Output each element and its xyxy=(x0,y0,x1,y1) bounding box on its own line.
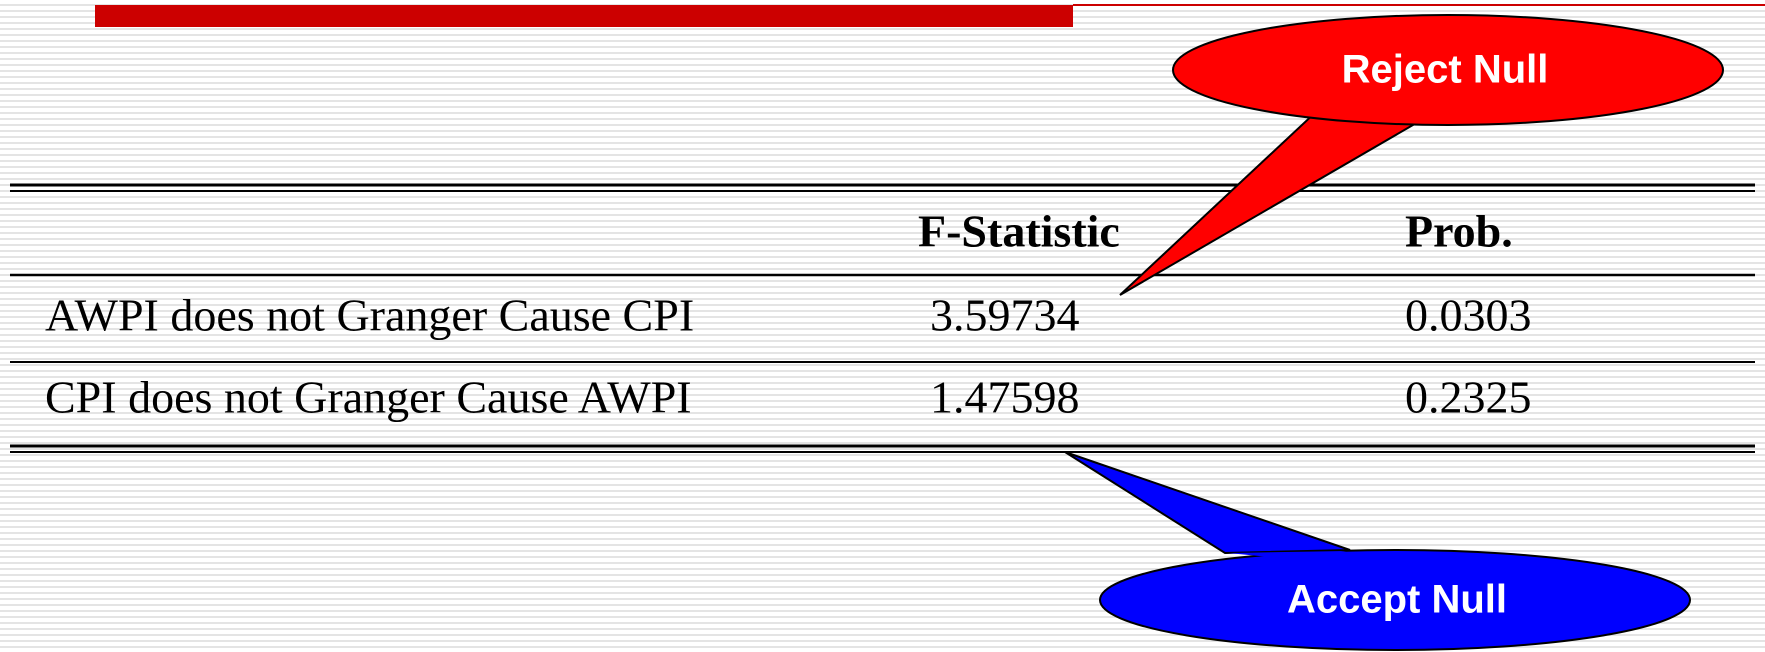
callout-bubble xyxy=(1172,14,1724,126)
accept-callout: Accept Null xyxy=(1064,451,1691,651)
cell: 0.0303 xyxy=(1405,290,1532,341)
cell: 0.2325 xyxy=(1405,372,1532,423)
column-header: Prob. xyxy=(1405,206,1513,257)
cell: 3.59734 xyxy=(930,290,1080,341)
callout-join xyxy=(1322,105,1421,117)
row-label: CPI does not Granger Cause AWPI xyxy=(45,372,692,423)
reject-callout: Reject Null xyxy=(1119,14,1724,296)
column-header: F-Statistic xyxy=(918,206,1120,257)
callout-pointer xyxy=(1119,108,1429,296)
callout-pointer xyxy=(1064,451,1351,555)
title-bar xyxy=(95,5,1073,27)
callout-text: Reject Null xyxy=(1342,48,1549,92)
callout-text: Accept Null xyxy=(1287,578,1507,622)
row-label: AWPI does not Granger Cause CPI xyxy=(45,290,694,341)
cell: 1.47598 xyxy=(930,372,1080,423)
callout-join xyxy=(1228,551,1346,560)
callout-bubble xyxy=(1099,549,1691,651)
